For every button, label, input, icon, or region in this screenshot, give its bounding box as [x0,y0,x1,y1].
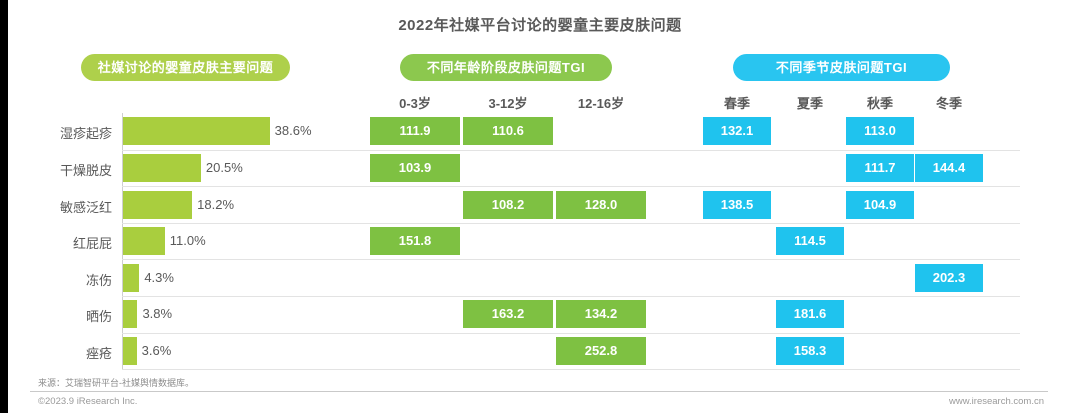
row-label: 红屁屁 [72,236,112,252]
age-tgi-cell: 151.8 [370,227,460,256]
chart-title: 2022年社媒平台讨论的婴童主要皮肤问题 [398,17,682,34]
share-value: 20.5% [205,159,243,175]
share-value: 3.8% [142,306,173,322]
section-pill-problems: 社媒讨论的婴童皮肤主要问题 [81,54,290,81]
share-value: 18.2% [197,196,235,212]
share-value: 3.6% [141,342,172,358]
column-header-season: 秋季 [866,96,893,111]
section-pill-age-tgi: 不同年龄阶段皮肤问题TGI [400,54,612,81]
column-header-age: 3-12岁 [488,96,528,111]
share-bar [123,190,193,219]
age-tgi-cell: 252.8 [556,336,646,365]
section-pill-season-tgi: 不同季节皮肤问题TGI [733,54,950,81]
footer-source: 来源：艾瑞智研平台-社媒舆情数据库。 [38,378,194,388]
age-tgi-cell: 110.6 [463,117,553,146]
footer-divider [30,391,1048,392]
column-header-season: 春季 [723,96,750,111]
season-tgi-cell: 113.0 [846,117,914,146]
grid-line [122,369,1020,371]
share-bar [123,227,165,256]
age-tgi-cell: 134.2 [556,300,646,329]
season-tgi-cell: 158.3 [776,336,844,365]
grid-line [122,149,1020,151]
season-tgi-cell: 104.9 [846,190,914,219]
grid-line [122,332,1020,334]
grid-line [122,186,1020,188]
share-value: 11.0% [169,233,206,249]
season-tgi-cell: 138.5 [703,190,771,219]
row-label: 敏感泛红 [59,199,112,215]
age-tgi-cell: 108.2 [463,190,553,219]
column-header-season: 冬季 [935,96,962,111]
grid-line [122,259,1020,261]
footer-copyright: ©2023.9 iResearch Inc. [38,396,138,407]
age-tgi-cell: 163.2 [463,300,553,329]
axis-line [122,113,123,370]
share-bar [123,153,201,182]
season-tgi-cell: 144.4 [915,153,983,182]
share-bar [123,117,270,146]
season-tgi-cell: 111.7 [846,153,914,182]
footer-website: www.iresearch.com.cn [948,396,1044,407]
age-tgi-cell: 128.0 [556,190,646,219]
row-label: 湿疹起疹 [59,126,112,142]
season-tgi-cell: 181.6 [776,300,844,329]
season-tgi-cell: 202.3 [915,263,983,292]
left-black-strip [0,0,8,413]
row-label: 痤疮 [85,345,112,361]
column-header-age: 0-3岁 [399,96,431,111]
column-header-age: 12-16岁 [577,96,625,111]
share-bar [123,263,140,292]
season-tgi-cell: 114.5 [776,227,844,256]
age-tgi-cell: 103.9 [370,153,460,182]
grid-line [122,222,1020,224]
row-label: 晒伤 [85,309,112,325]
share-bar [123,336,137,365]
age-tgi-cell: 111.9 [370,117,460,146]
season-tgi-cell: 132.1 [703,117,771,146]
share-value: 4.3% [144,269,174,285]
share-value: 38.6% [274,123,312,139]
column-header-season: 夏季 [796,96,823,111]
share-bar [123,300,138,329]
row-label: 干燥脱皮 [59,162,112,178]
row-label: 冻伤 [85,272,112,288]
grid-line [122,296,1020,297]
